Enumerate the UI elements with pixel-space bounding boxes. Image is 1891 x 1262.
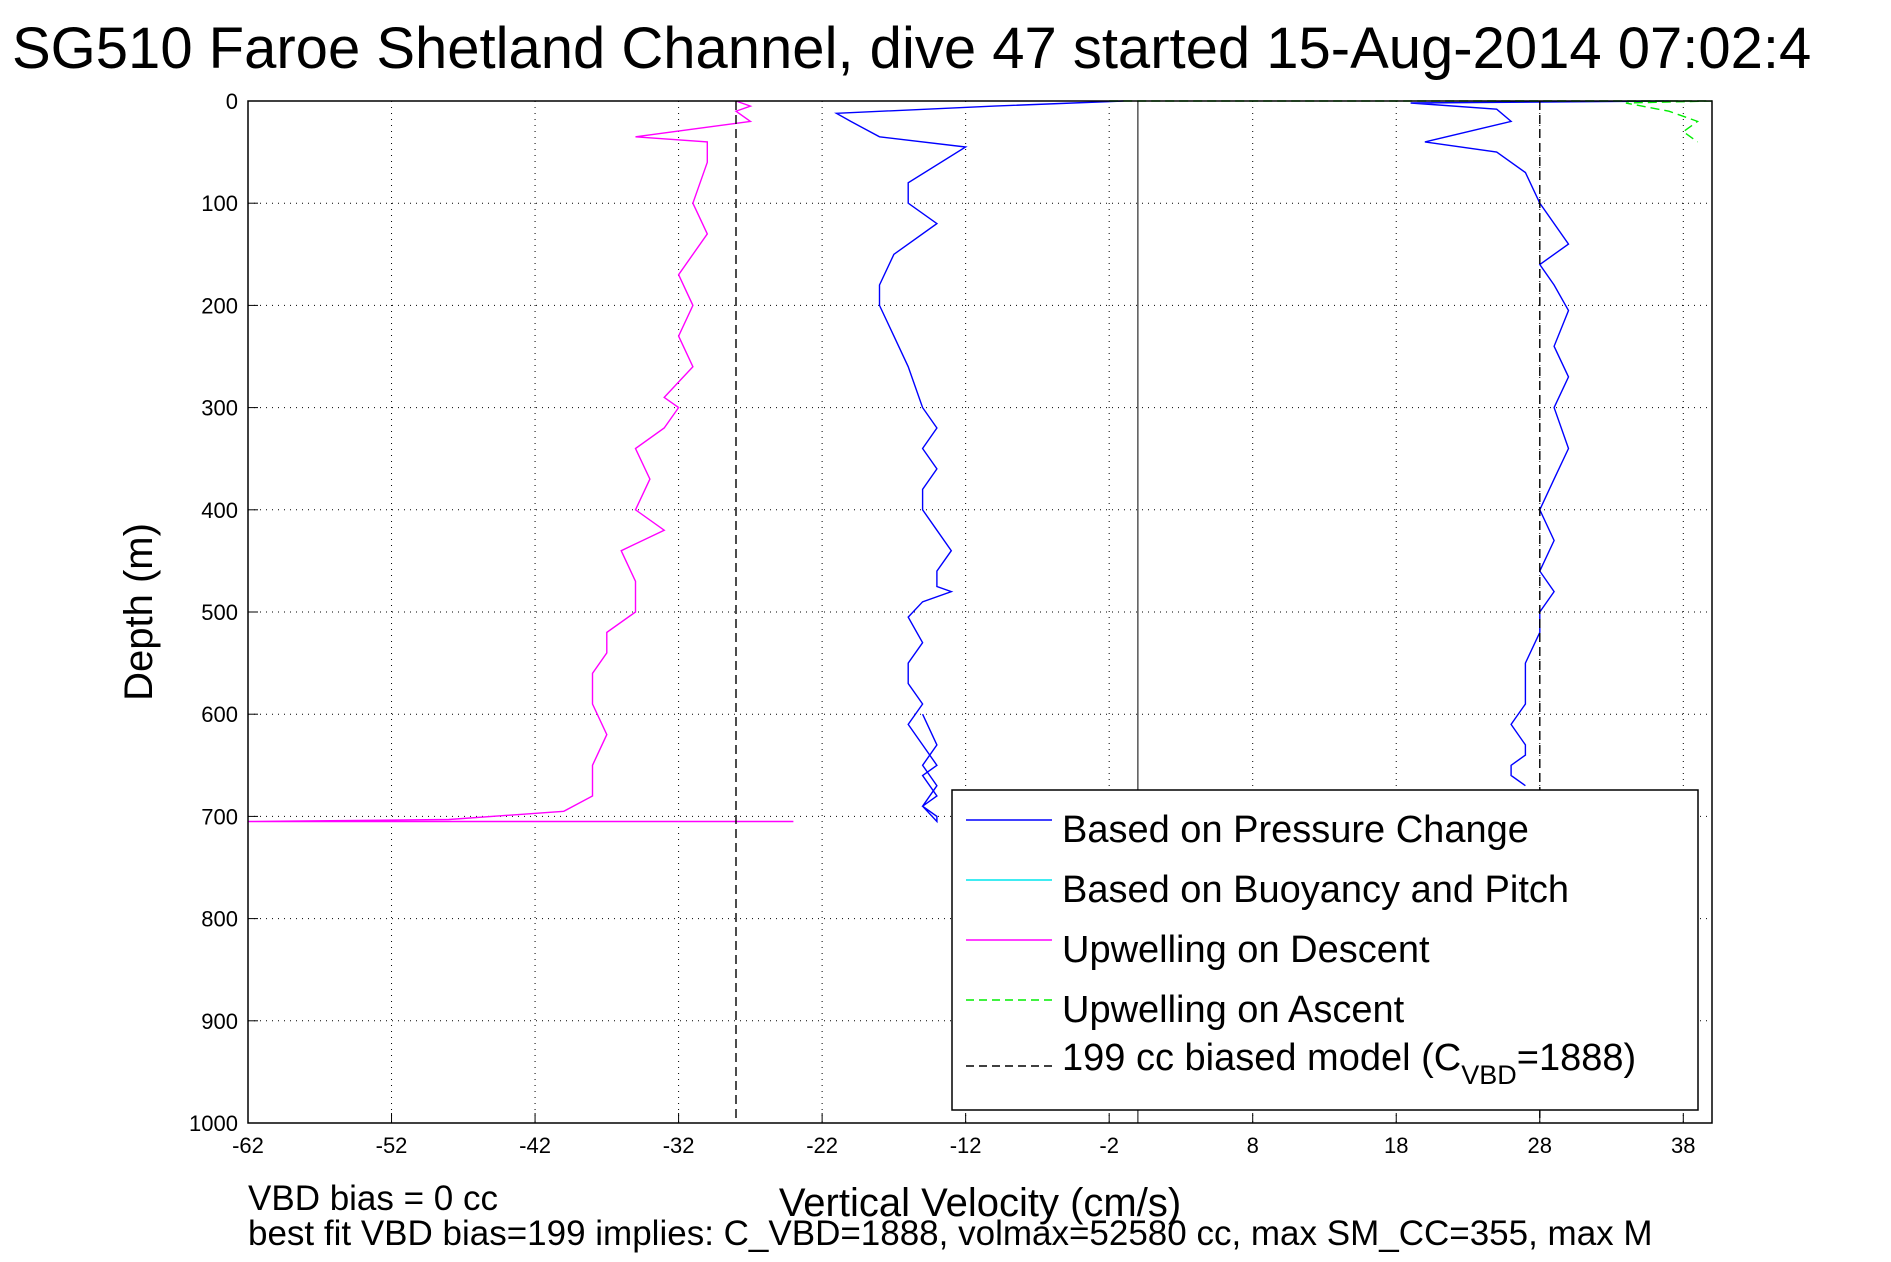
y-tick-label: 200	[201, 293, 238, 318]
legend-model-tail: =1888)	[1517, 1037, 1636, 1079]
x-tick-labels: -62 -52 -42 -32 -22 -12 -2 8 18 28 38	[232, 1133, 1695, 1158]
x-tick-label: 28	[1528, 1133, 1552, 1158]
y-tick-label: 300	[201, 396, 238, 421]
x-tick-label: 18	[1384, 1133, 1408, 1158]
y-tick-label: 500	[201, 600, 238, 625]
x-tick-label: -22	[806, 1133, 838, 1158]
y-axis-label: Depth (m)	[117, 523, 161, 701]
x-tick-label: 8	[1247, 1133, 1259, 1158]
x-tick-label: -32	[663, 1133, 695, 1158]
x-tick-label: 38	[1671, 1133, 1695, 1158]
series-line-upwelling-on-ascent	[1109, 100, 1713, 143]
legend-label-buoyancy: Based on Buoyancy and Pitch	[1062, 869, 1569, 911]
x-tick-label: -12	[950, 1133, 982, 1158]
y-tick-label: 800	[201, 907, 238, 932]
series-layer	[247, 100, 1713, 1123]
x-tick-label: -2	[1099, 1133, 1119, 1158]
series-line-based-on-pressure-change-ascent-	[1410, 100, 1669, 787]
series-line-upwelling-on-descent	[247, 100, 794, 823]
y-tick-label: 600	[201, 702, 238, 727]
legend-box	[951, 789, 1699, 1111]
x-tick-label: -42	[519, 1133, 551, 1158]
legend-model-main: 199 cc biased model (C	[1062, 1037, 1461, 1079]
x-axis-label: Vertical Velocity (cm/s)	[779, 1181, 1181, 1225]
x-tick-label: -52	[376, 1133, 408, 1158]
chart-title: SG510 Faroe Shetland Channel, dive 47 st…	[12, 16, 1811, 81]
y-tick-label: 1000	[189, 1111, 238, 1136]
series-line-based-on-pressure-change-descent-	[834, 100, 1124, 824]
x-tick-label: -62	[232, 1133, 264, 1158]
legend-label-pressure: Based on Pressure Change	[1062, 809, 1529, 851]
legend: Based on Pressure Change Based on Buoyan…	[951, 789, 1699, 1111]
legend-label-descent: Upwelling on Descent	[1062, 929, 1430, 971]
y-tick-label: 100	[201, 191, 238, 216]
y-tick-labels: 0 100 200 300 400 500 600 700 800 900 1000	[189, 89, 238, 1136]
legend-model-sub: VBD	[1461, 1060, 1517, 1090]
y-tick-label: 400	[201, 498, 238, 523]
legend-label-ascent: Upwelling on Ascent	[1062, 989, 1405, 1031]
plot-frame	[247, 100, 1713, 1124]
y-tick-label: 700	[201, 804, 238, 829]
footer-line-2: best fit VBD bias=199 implies: C_VBD=188…	[248, 1214, 1653, 1253]
footer-line-1: VBD bias = 0 cc	[248, 1179, 498, 1218]
legend-label-model: 199 cc biased model (CVBD=1888)	[1062, 1037, 1636, 1090]
y-tick-label: 0	[226, 89, 238, 114]
y-tick-label: 900	[201, 1009, 238, 1034]
